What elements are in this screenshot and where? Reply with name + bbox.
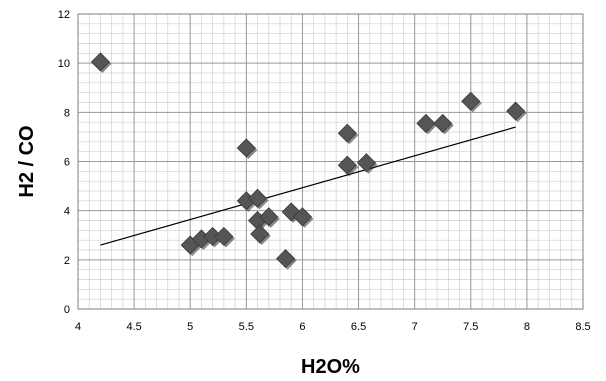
x-tick-label: 7 [412, 321, 418, 333]
data-point-marker [292, 207, 313, 227]
data-point [506, 101, 527, 123]
y-tick-label: 2 [64, 255, 70, 267]
trendline [100, 126, 516, 246]
data-point-marker [337, 155, 357, 175]
data-point-marker [276, 249, 296, 269]
data-point-marker [259, 207, 279, 227]
x-tick-label: 5 [187, 321, 193, 333]
x-tick-label: 4.5 [126, 321, 141, 333]
data-point [247, 188, 269, 210]
data-point [90, 52, 112, 73]
data-point [461, 91, 482, 113]
x-axis-title: H2O% [301, 356, 360, 378]
y-tick-label: 12 [58, 9, 70, 21]
x-axis-tick-labels: 4 4.5 5 5.5 6 6.5 7 7.5 8 8.5 [75, 321, 591, 333]
data-point-marker [433, 113, 453, 133]
data-point-marker [236, 138, 256, 158]
data-point-marker [247, 188, 268, 208]
data-point [416, 113, 437, 135]
y-axis-title: H2 / CO [16, 125, 38, 197]
data-point-marker [506, 101, 526, 121]
data-point-marker [214, 226, 234, 247]
data-point [276, 249, 297, 270]
data-point [214, 226, 235, 248]
x-tick-label: 8.5 [575, 321, 590, 333]
x-tick-label: 5.5 [239, 321, 254, 333]
x-tick-label: 6 [299, 321, 305, 333]
data-point-marker [337, 123, 357, 143]
data-point [292, 207, 314, 228]
data-point [250, 224, 271, 246]
x-tick-label: 7.5 [463, 321, 478, 333]
data-points [90, 52, 527, 270]
y-tick-label: 8 [64, 107, 70, 119]
y-tick-label: 10 [58, 58, 70, 70]
data-point-marker [416, 113, 436, 133]
y-tick-label: 4 [64, 206, 70, 218]
data-point [259, 207, 280, 228]
x-tick-label: 8 [524, 321, 530, 333]
data-point-marker [90, 52, 111, 72]
plot-area-border [77, 13, 584, 310]
data-point [236, 138, 258, 159]
data-point [356, 153, 378, 174]
data-point-marker [250, 224, 270, 244]
data-point [337, 155, 359, 177]
y-tick-label: 0 [64, 304, 70, 316]
data-point [337, 123, 359, 145]
x-tick-label: 4 [75, 321, 81, 333]
data-point [433, 113, 454, 135]
x-tick-label: 6.5 [351, 321, 366, 333]
y-tick-label: 6 [64, 157, 70, 169]
data-point-marker [461, 91, 481, 111]
y-axis-tick-labels: 0 2 4 6 8 10 12 [58, 9, 70, 316]
data-point-marker [356, 153, 376, 173]
